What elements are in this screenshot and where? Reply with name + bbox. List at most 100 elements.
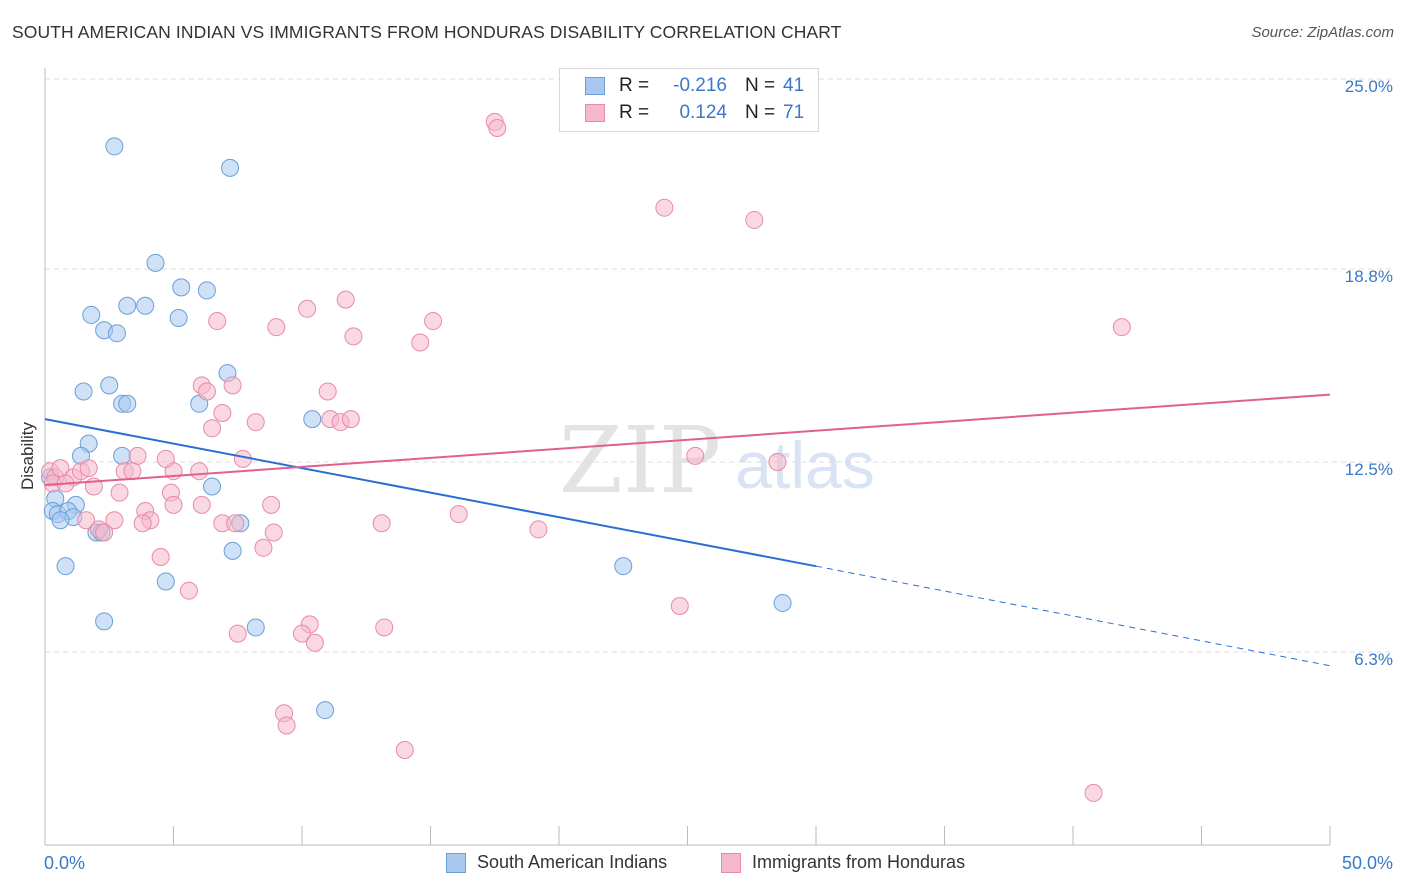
honduras-point [95,523,114,542]
honduras-point [151,547,170,566]
honduras-point [1084,783,1103,802]
honduras-point [372,514,391,533]
honduras-point [298,299,317,318]
data-points [41,112,1131,802]
legend-n-label: N = [745,102,776,123]
honduras-point [179,581,198,600]
y-tick-label: 25.0% [1345,77,1393,96]
trend-lines [44,393,1331,667]
honduras-point [228,624,247,643]
honduras-point [395,741,414,760]
honduras-point [318,382,337,401]
south-american-point [172,278,191,297]
south-american-point [203,477,222,496]
series-legend: South American Indians Immigrants from H… [0,852,1406,876]
honduras-point [133,514,152,533]
honduras-point [164,495,183,514]
south-american-point [156,572,175,591]
series-legend-label: Immigrants from Honduras [752,852,966,872]
honduras-point [768,453,787,471]
south-american-point [82,305,101,324]
south-american-trendline [44,418,817,568]
y-axis-label: Disability [18,421,37,490]
honduras-point [192,495,211,514]
honduras-point [670,597,689,616]
south-american-point [146,253,165,272]
legend-row-south-american: R = -0.216 N = 41 [585,73,813,99]
honduras-point [344,327,363,346]
legend-swatch-blue [585,77,605,95]
south-american-point [614,557,633,576]
y-tick-label: 6.3% [1354,650,1393,669]
honduras-point [203,419,222,438]
y-tick-label: 12.5% [1345,460,1393,479]
series-legend-label: South American Indians [477,852,668,872]
correlation-legend: R = -0.216 N = 41 R = 0.124 N = 71 [559,68,819,132]
south-american-point [773,593,792,612]
south-american-point [197,281,216,300]
honduras-point [655,198,674,217]
south-american-point [74,382,93,401]
honduras-point [277,716,296,735]
legend-r-label: R = [619,102,650,123]
gridlines [45,78,1392,653]
tick-labels: 6.3% 12.5% 18.8% 25.0% 0.0% 50.0% [44,77,1393,873]
honduras-point [336,290,355,309]
honduras-point [375,618,394,637]
honduras-point [411,333,430,352]
honduras-point [79,459,98,478]
south-american-trendline-extension [815,565,1331,667]
honduras-point [190,462,209,481]
honduras-point [341,410,360,429]
honduras-point [246,413,265,432]
series-legend-south-american: South American Indians [446,852,667,873]
south-american-point [246,618,265,637]
honduras-point [213,403,232,422]
legend-swatch-pink [585,104,605,122]
y-tick-label: 18.8% [1345,267,1393,286]
x-tick-label: 50.0% [1342,853,1393,873]
honduras-point [305,633,324,652]
legend-n-value: 41 [783,75,805,96]
honduras-point [105,511,124,530]
south-american-point [316,701,335,720]
honduras-point [264,523,283,542]
south-american-point [105,137,124,156]
legend-r-value: -0.216 [673,75,727,96]
honduras-point [449,505,468,524]
honduras-point [208,312,227,331]
south-american-point [95,612,114,631]
honduras-point [686,446,705,465]
honduras-point [254,538,273,557]
honduras-point [1112,318,1131,337]
x-tick-label: 0.0% [44,853,85,873]
honduras-point [197,382,216,401]
south-american-point [136,296,155,315]
honduras-point [156,449,175,468]
legend-r-label: R = [619,75,650,96]
south-american-point [118,394,137,413]
honduras-point [267,318,286,337]
honduras-point [223,376,242,395]
honduras-point [529,520,548,539]
south-american-point [169,308,188,327]
honduras-point [123,462,142,481]
honduras-point [128,446,147,465]
south-american-point [223,541,242,560]
series-swatch-blue [446,852,466,873]
source-label: Source: ZipAtlas.com [1251,24,1394,41]
honduras-point [262,495,281,514]
series-legend-honduras: Immigrants from Honduras [721,852,965,873]
south-american-point [221,158,240,177]
south-american-point [113,446,132,465]
watermark-atlas: atlas [735,428,874,502]
honduras-point [293,624,311,643]
south-american-point [107,324,126,343]
honduras-point [226,514,245,533]
legend-r-value: 0.124 [679,102,727,123]
axes [44,68,1331,846]
south-american-point [100,376,119,395]
honduras-point [77,511,96,530]
series-swatch-pink [721,852,741,873]
